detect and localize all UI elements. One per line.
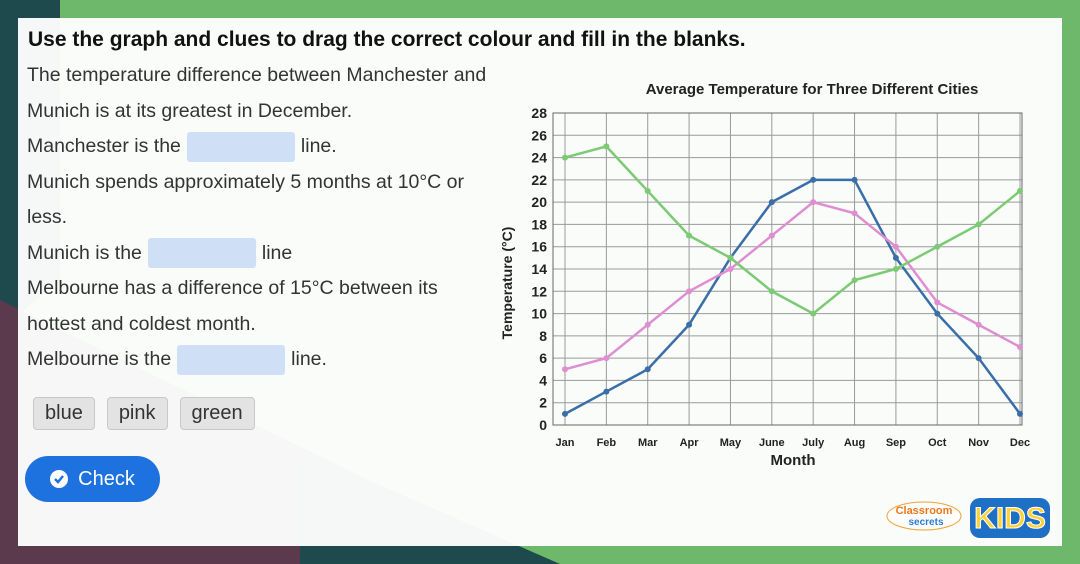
clue: Melbourne is the line. xyxy=(27,342,497,378)
blank[interactable] xyxy=(186,131,295,162)
clue: Melbourne has a difference of 15°C betwe… xyxy=(27,271,497,342)
check-icon xyxy=(50,470,69,488)
logo: Classroom secrets KIDS xyxy=(886,498,1050,538)
clue-text: Melbourne has a difference of 15°C betwe… xyxy=(27,277,438,335)
clue-prefix: Munich is the xyxy=(27,241,142,264)
clue-prefix: Melbourne is the xyxy=(27,348,172,370)
option-chip[interactable]: pink xyxy=(106,397,168,430)
logo-kids: KIDS xyxy=(974,502,1046,535)
check-button[interactable]: Check xyxy=(25,456,160,502)
clue-suffix: line. xyxy=(300,135,337,157)
button-label: Check xyxy=(78,467,135,490)
clue: Manchester is the line. xyxy=(27,129,497,165)
clue-suffix: line xyxy=(261,241,293,264)
clues: The temperature difference between Manch… xyxy=(27,58,497,378)
blank[interactable] xyxy=(147,238,256,269)
blank[interactable] xyxy=(177,344,286,375)
clue: Munich spends approximately 5 months at … xyxy=(27,165,497,236)
clue: The temperature difference between Manch… xyxy=(27,58,497,129)
clue-suffix: line. xyxy=(291,348,327,370)
clue: Munich is the line xyxy=(27,236,497,272)
option-chip[interactable]: green xyxy=(179,397,255,430)
clue-text: The temperature difference between Manch… xyxy=(27,64,487,122)
clue-prefix: Manchester is the xyxy=(27,135,181,157)
options: blue pink green xyxy=(33,397,255,430)
logo-classroom: Classroom xyxy=(896,505,953,517)
instruction: Use the graph and clues to drag the corr… xyxy=(28,28,746,51)
clue-text: Munich spends approximately 5 months at … xyxy=(27,170,465,229)
logo-secrets: secrets xyxy=(908,517,943,528)
task-card: Use the graph and clues to drag the corr… xyxy=(18,18,1062,546)
option-chip[interactable]: blue xyxy=(33,397,95,430)
